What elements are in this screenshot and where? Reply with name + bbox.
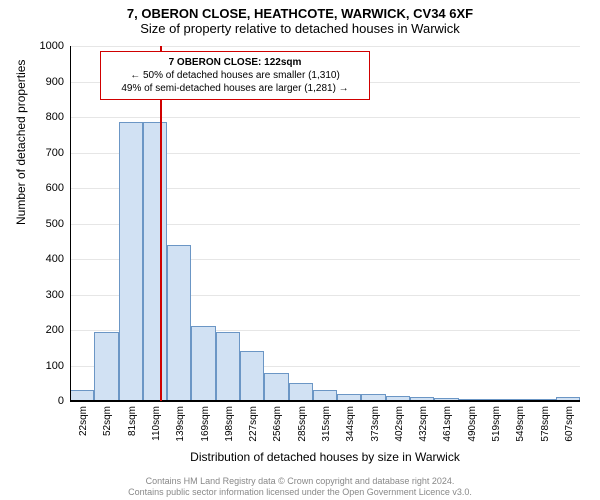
x-tick-label: 22sqm (78, 406, 89, 436)
x-tick-label: 373sqm (370, 406, 381, 442)
y-tick-label: 800 (24, 111, 64, 123)
x-tick-label: 198sqm (224, 406, 235, 442)
x-tick-label: 315sqm (321, 406, 332, 442)
histogram-bar (216, 332, 240, 401)
y-tick-label: 0 (24, 395, 64, 407)
chart-container: 7, OBERON CLOSE, HEATHCOTE, WARWICK, CV3… (0, 0, 600, 500)
x-tick-label: 110sqm (151, 406, 162, 441)
x-tick-label: 52sqm (102, 406, 113, 436)
x-tick-label: 490sqm (467, 406, 478, 442)
x-tick-label: 139sqm (175, 406, 186, 442)
x-tick-label: 519sqm (491, 406, 502, 442)
x-tick-label: 256sqm (272, 406, 283, 442)
x-tick-label: 578sqm (540, 406, 551, 442)
footer-attribution: Contains HM Land Registry data © Crown c… (0, 476, 600, 498)
histogram-bar (94, 332, 118, 401)
y-tick-label: 500 (24, 218, 64, 230)
x-axis-label: Distribution of detached houses by size … (70, 450, 580, 464)
page-title: 7, OBERON CLOSE, HEATHCOTE, WARWICK, CV3… (0, 0, 600, 21)
x-tick-label: 169sqm (200, 406, 211, 442)
histogram-bar (119, 122, 143, 401)
histogram-bar (289, 383, 313, 401)
histogram-bar (167, 245, 191, 401)
x-tick-label: 607sqm (564, 406, 575, 442)
y-tick-label: 300 (24, 289, 64, 301)
callout-line: 7 OBERON CLOSE: 122sqm (107, 56, 363, 69)
histogram-bar (264, 373, 288, 401)
x-tick-label: 227sqm (248, 406, 259, 442)
footer-line2: Contains public sector information licen… (0, 487, 600, 498)
y-tick-label: 1000 (24, 40, 64, 52)
x-tick-label: 402sqm (394, 406, 405, 442)
x-tick-label: 432sqm (418, 406, 429, 442)
y-tick-label: 400 (24, 253, 64, 265)
page-subtitle: Size of property relative to detached ho… (0, 21, 600, 40)
x-tick-label: 461sqm (442, 406, 453, 442)
plot-area: 0100200300400500600700800900100022sqm52s… (70, 46, 580, 401)
footer-line1: Contains HM Land Registry data © Crown c… (0, 476, 600, 487)
callout-line: 49% of semi-detached houses are larger (… (107, 82, 363, 95)
histogram-bar (143, 122, 167, 401)
x-tick-label: 549sqm (515, 406, 526, 442)
x-tick-label: 81sqm (127, 406, 138, 436)
callout-line: ← 50% of detached houses are smaller (1,… (107, 69, 363, 82)
histogram-bar (240, 351, 264, 401)
callout-box: 7 OBERON CLOSE: 122sqm← 50% of detached … (100, 51, 370, 100)
x-tick-label: 285sqm (297, 406, 308, 442)
y-tick-label: 600 (24, 182, 64, 194)
y-tick-label: 700 (24, 147, 64, 159)
x-tick-label: 344sqm (345, 406, 356, 442)
y-tick-label: 900 (24, 76, 64, 88)
histogram-bar (191, 326, 215, 401)
y-tick-label: 100 (24, 360, 64, 372)
y-tick-label: 200 (24, 324, 64, 336)
